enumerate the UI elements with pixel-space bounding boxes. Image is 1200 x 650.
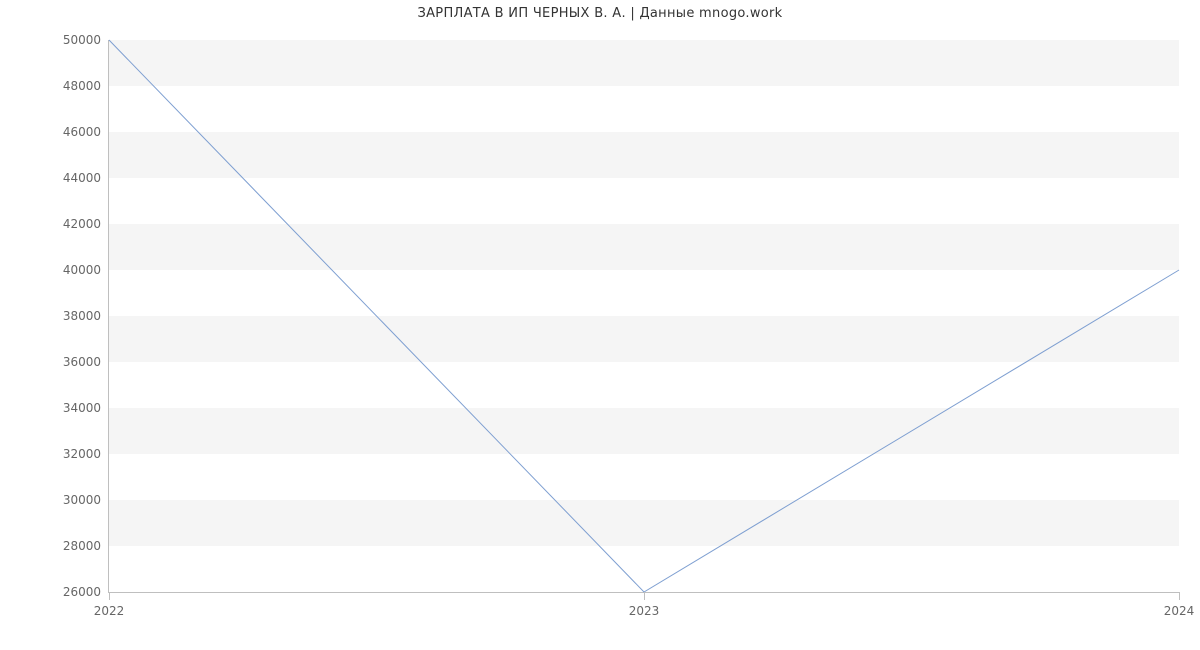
chart-title: ЗАРПЛАТА В ИП ЧЕРНЫХ В. А. | Данные mnog… bbox=[0, 6, 1200, 21]
y-tick-label: 30000 bbox=[63, 493, 101, 507]
y-tick-label: 40000 bbox=[63, 263, 101, 277]
y-tick-label: 46000 bbox=[63, 125, 101, 139]
y-tick-label: 50000 bbox=[63, 33, 101, 47]
x-tick bbox=[644, 592, 645, 600]
x-tick bbox=[109, 592, 110, 600]
y-tick-label: 32000 bbox=[63, 447, 101, 461]
x-tick-label: 2023 bbox=[629, 604, 660, 618]
y-tick-label: 48000 bbox=[63, 79, 101, 93]
y-tick-label: 28000 bbox=[63, 539, 101, 553]
series-line-salary bbox=[109, 40, 1179, 592]
y-tick-label: 34000 bbox=[63, 401, 101, 415]
y-tick-label: 42000 bbox=[63, 217, 101, 231]
line-series bbox=[109, 40, 1179, 592]
y-tick-label: 36000 bbox=[63, 355, 101, 369]
y-tick-label: 38000 bbox=[63, 309, 101, 323]
x-tick bbox=[1179, 592, 1180, 600]
y-tick-label: 44000 bbox=[63, 171, 101, 185]
y-tick-label: 26000 bbox=[63, 585, 101, 599]
x-tick-label: 2022 bbox=[94, 604, 125, 618]
x-tick-label: 2024 bbox=[1164, 604, 1195, 618]
plot-area: 2600028000300003200034000360003800040000… bbox=[108, 40, 1179, 593]
